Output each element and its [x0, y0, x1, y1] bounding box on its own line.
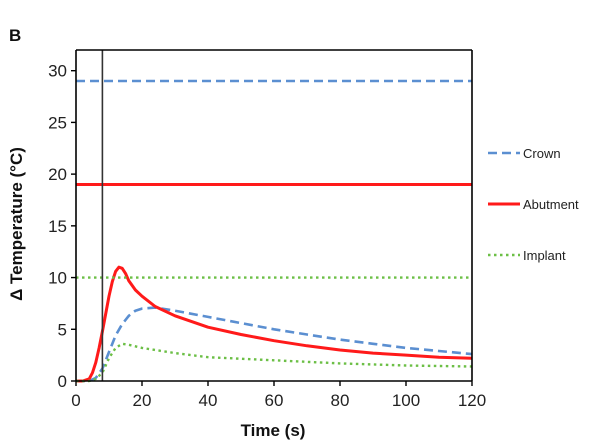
y-axis-title: Δ Temperature (°C): [7, 147, 26, 301]
plot-lines: [76, 50, 473, 383]
y-tick-label: 20: [48, 165, 67, 184]
x-axis-title: Time (s): [241, 421, 306, 440]
x-tick-label: 80: [331, 391, 350, 410]
legend-label-implant: Implant: [523, 248, 566, 263]
x-tick-label: 0: [71, 391, 80, 410]
y-tick-label: 5: [58, 320, 67, 339]
legend-label-crown: Crown: [523, 146, 561, 161]
ticks: 0 20 40 60 80 100 120 0 5 10 15 20 25 30: [48, 62, 486, 410]
series-abutment: [76, 265, 473, 383]
x-tick-label: 40: [199, 391, 218, 410]
y-tick-label: 0: [58, 372, 67, 391]
x-tick-label: 100: [392, 391, 420, 410]
y-tick-label: 10: [48, 269, 67, 288]
legend-label-abutment: Abutment: [523, 197, 579, 212]
axes: [75, 49, 473, 382]
x-tick-label: 60: [265, 391, 284, 410]
panel-letter: B: [9, 26, 21, 45]
y-tick-label: 15: [48, 217, 67, 236]
x-tick-label: 20: [133, 391, 152, 410]
y-tick-label: 25: [48, 113, 67, 132]
x-tick-label: 120: [458, 391, 486, 410]
series-crown: [76, 306, 473, 383]
y-tick-label: 30: [48, 62, 67, 81]
legend: Crown Abutment Implant: [488, 146, 579, 263]
